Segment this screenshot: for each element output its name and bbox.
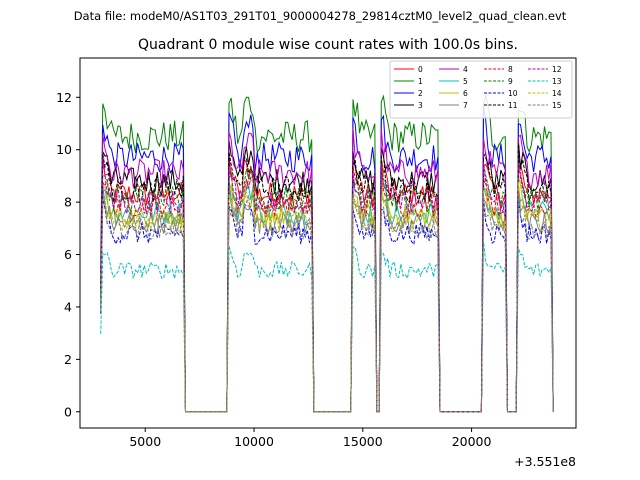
legend-label-1: 1 <box>418 77 423 86</box>
x-axis: 5000 10000 15000 20000 <box>129 428 492 449</box>
legend-label-13: 13 <box>552 77 562 86</box>
series-line-15 <box>100 190 554 413</box>
x-tick-label: 10000 <box>234 434 274 449</box>
y-tick-label: 8 <box>64 195 72 210</box>
x-tick-label: 15000 <box>343 434 383 449</box>
x-tick-label: 20000 <box>452 434 492 449</box>
y-tick-label: 0 <box>64 404 72 419</box>
figure-suptitle: Data file: modeM0/AS1T03_291T01_90000042… <box>74 9 567 23</box>
legend-label-4: 4 <box>463 65 468 74</box>
y-tick-label: 10 <box>56 142 72 157</box>
y-tick-label: 6 <box>64 247 72 262</box>
legend-label-14: 14 <box>552 89 562 98</box>
legend-label-15: 15 <box>552 101 562 110</box>
legend-label-5: 5 <box>463 77 468 86</box>
legend-label-2: 2 <box>418 89 423 98</box>
legend-label-7: 7 <box>463 101 468 110</box>
series-layer <box>100 94 554 413</box>
series-line-14 <box>100 181 554 413</box>
x-tick-label: 5000 <box>129 434 161 449</box>
x-axis-offset-label: +3.551e8 <box>514 454 576 469</box>
legend-box <box>389 60 573 119</box>
plot-area-frame <box>79 57 577 429</box>
legend-label-0: 0 <box>418 65 423 74</box>
legend-label-8: 8 <box>508 65 513 74</box>
y-axis: 0 2 4 6 8 10 12 <box>56 90 80 419</box>
legend-label-3: 3 <box>418 101 423 110</box>
legend-label-10: 10 <box>508 89 518 98</box>
y-tick-label: 2 <box>64 352 72 367</box>
legend-label-9: 9 <box>508 77 513 86</box>
y-tick-label: 12 <box>56 90 72 105</box>
legend-label-6: 6 <box>463 89 468 98</box>
legend-label-11: 11 <box>508 101 518 110</box>
legend-label-12: 12 <box>552 65 562 74</box>
chart-title: Quadrant 0 module wise count rates with … <box>138 37 518 53</box>
y-tick-label: 4 <box>64 299 72 314</box>
